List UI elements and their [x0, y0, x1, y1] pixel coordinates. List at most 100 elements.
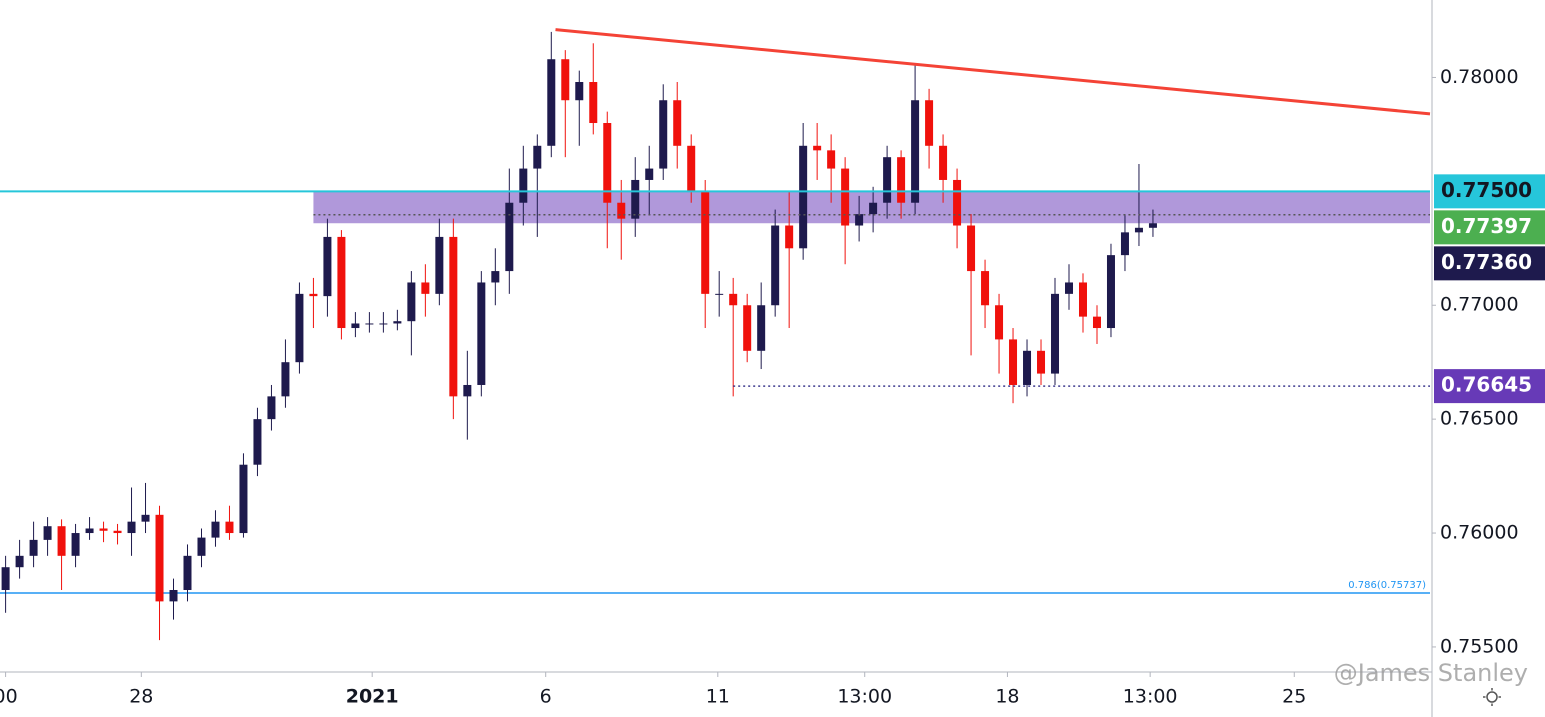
candle-body [449, 236, 458, 397]
candle-body [477, 282, 486, 385]
candle-body [211, 521, 220, 538]
candle-body [547, 59, 556, 146]
candle-body [575, 82, 584, 101]
y-tick-label: 0.75500 [1440, 635, 1519, 657]
x-tick-label: 2021 [346, 686, 399, 708]
candle-body [407, 282, 416, 322]
candle-body [1134, 227, 1143, 233]
price-tag-label: 0.76645 [1441, 373, 1532, 397]
x-tick-label: 25 [1282, 686, 1306, 708]
candle-body [1009, 339, 1018, 385]
candle-body [183, 555, 192, 590]
candle-body [43, 526, 52, 540]
candle-body [1051, 293, 1060, 374]
candle-body [1106, 255, 1115, 329]
candle-body [421, 282, 430, 294]
candle-body [1037, 350, 1046, 374]
candle-body [197, 537, 206, 556]
candle-body [659, 100, 668, 169]
candle-body [953, 179, 962, 226]
candle-body [715, 293, 724, 295]
candle-body [813, 145, 822, 151]
candle-body [1, 567, 10, 590]
candle-body [169, 589, 178, 602]
candle-body [435, 236, 444, 294]
watermark: @James Stanley [1334, 659, 1528, 687]
candle-body [239, 464, 248, 534]
candle-body [561, 59, 570, 101]
candle-body [323, 236, 332, 297]
candle-body [1065, 282, 1074, 294]
candle-body [855, 214, 864, 226]
candle-body [869, 202, 878, 215]
trendline [555, 28, 1431, 116]
candle-body [155, 514, 164, 602]
candle-body [57, 526, 66, 556]
candle-body [645, 168, 654, 180]
price-tag [1434, 174, 1545, 209]
price-tag [1434, 246, 1545, 281]
candle-body [939, 145, 948, 180]
candle-body [533, 145, 542, 169]
candle-body [393, 321, 402, 324]
candle-body [729, 293, 738, 306]
candle-body [911, 100, 920, 203]
candle-body [925, 100, 934, 146]
candle-body [771, 225, 780, 306]
y-tick-label: 0.78000 [1440, 66, 1519, 88]
fib-label: 0.786(0.75737) [1348, 580, 1426, 591]
candle-body [827, 150, 836, 169]
candle-body [225, 521, 234, 534]
x-tick-label: 18 [995, 686, 1019, 708]
candle-body [253, 419, 262, 465]
settings-icon[interactable] [1483, 688, 1501, 706]
x-tick-label: 6 [540, 686, 552, 708]
candle-body [141, 514, 150, 522]
candle-body [505, 202, 514, 272]
x-tick-label: 11 [706, 686, 730, 708]
price-tag-label: 0.77500 [1441, 178, 1532, 202]
candle-body [85, 528, 94, 534]
y-tick-label: 0.76500 [1440, 408, 1519, 430]
candle-body [701, 191, 710, 294]
candle-body [967, 225, 976, 272]
candle-body [1148, 223, 1157, 228]
candle-body [1078, 282, 1087, 317]
candle-body [351, 323, 360, 329]
candle-body [15, 555, 24, 568]
candle-body [883, 157, 892, 203]
candle-body [309, 293, 318, 297]
candle-body [799, 145, 808, 249]
candle-body [295, 293, 304, 363]
candle-body [687, 145, 696, 192]
candle-body [113, 530, 122, 534]
candle-body [99, 528, 108, 531]
candle-body [71, 533, 80, 556]
y-tick-label: 0.76000 [1440, 522, 1519, 544]
candle-body [743, 305, 752, 351]
x-tick-label: 28 [129, 686, 153, 708]
x-tick-label: 13:00 [1123, 686, 1178, 708]
candle-body [897, 157, 906, 203]
price-tag-label: 0.77397 [1441, 214, 1532, 238]
candle-body [519, 168, 528, 203]
x-tick-label: 00 [0, 686, 18, 708]
candle-body [127, 521, 136, 534]
candle-body [631, 179, 640, 219]
price-tag [1434, 210, 1545, 245]
candle-body [463, 384, 472, 397]
candle-body [281, 362, 290, 397]
candle-body [673, 100, 682, 146]
candle-body [29, 539, 38, 556]
candle-body [757, 305, 766, 351]
candle-body [981, 271, 990, 306]
y-tick-label: 0.77000 [1440, 294, 1519, 316]
candle-body [365, 323, 374, 325]
candle-body [589, 82, 598, 124]
candle-body [617, 202, 626, 219]
candle-body [841, 168, 850, 226]
candle-body [995, 305, 1004, 340]
candle-body [603, 123, 612, 203]
candle-body [491, 271, 500, 283]
